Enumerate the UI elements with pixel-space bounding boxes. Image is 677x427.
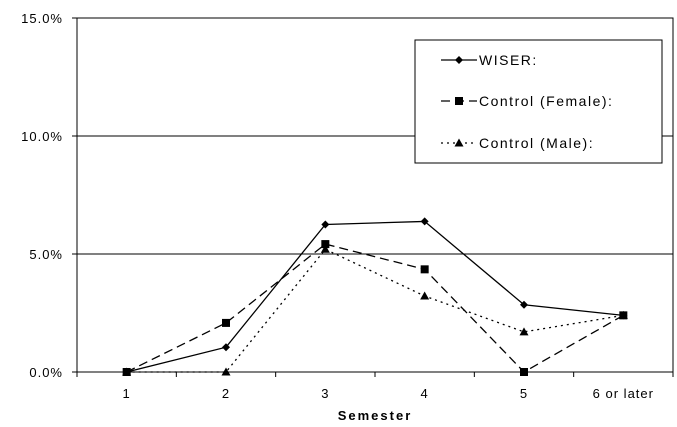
data-point-square (455, 97, 463, 105)
data-point-triangle (519, 327, 529, 336)
x-axis-label: Semester (338, 408, 413, 423)
data-point-square (222, 318, 230, 327)
series-1 (122, 217, 628, 376)
data-point-diamond (455, 56, 463, 64)
data-point-triangle (221, 367, 231, 376)
data-point-square (420, 265, 429, 274)
legend-label: Control (Male): (479, 135, 594, 151)
x-tick-label: 5 (520, 386, 528, 401)
series-3 (122, 244, 628, 376)
x-tick-label: 6 or later (593, 386, 654, 401)
series-group (122, 217, 628, 376)
data-point-triangle (618, 310, 628, 319)
y-tick-label: 10.0% (21, 129, 63, 144)
series-line (126, 248, 624, 373)
x-tick-label: 3 (321, 386, 329, 401)
data-point-triangle (454, 138, 464, 147)
data-point-diamond (420, 217, 429, 226)
data-point-square (520, 368, 528, 376)
data-point-diamond (321, 220, 330, 229)
data-point-diamond (222, 343, 230, 352)
legend-item-2: Control (Female): (441, 93, 613, 109)
x-tick-label: 2 (222, 386, 230, 401)
legend-label: WISER: (479, 52, 538, 68)
data-point-triangle (122, 367, 132, 376)
data-point-diamond (520, 300, 528, 309)
y-tick-label: 5.0% (29, 247, 63, 262)
y-axis-ticks: 0.0% 5.0% 10.0% 15.0% (21, 11, 77, 380)
x-tick-label: 1 (123, 386, 131, 401)
data-point-square (321, 240, 330, 249)
y-tick-label: 0.0% (29, 365, 63, 380)
legend: WISER: Control (Female): Control (Male): (414, 39, 663, 164)
data-point-triangle (320, 244, 330, 253)
series-line (126, 243, 624, 373)
series-line (126, 220, 624, 373)
legend-label: Control (Female): (479, 93, 613, 109)
x-axis-ticks: 1 2 3 4 5 6 or later (76, 372, 674, 401)
y-tick-label: 15.0% (21, 11, 63, 26)
x-tick-label: 4 (421, 386, 429, 401)
legend-item-3: Control (Male): (441, 135, 594, 151)
data-point-triangle (420, 291, 430, 300)
legend-item-1: WISER: (441, 52, 538, 68)
